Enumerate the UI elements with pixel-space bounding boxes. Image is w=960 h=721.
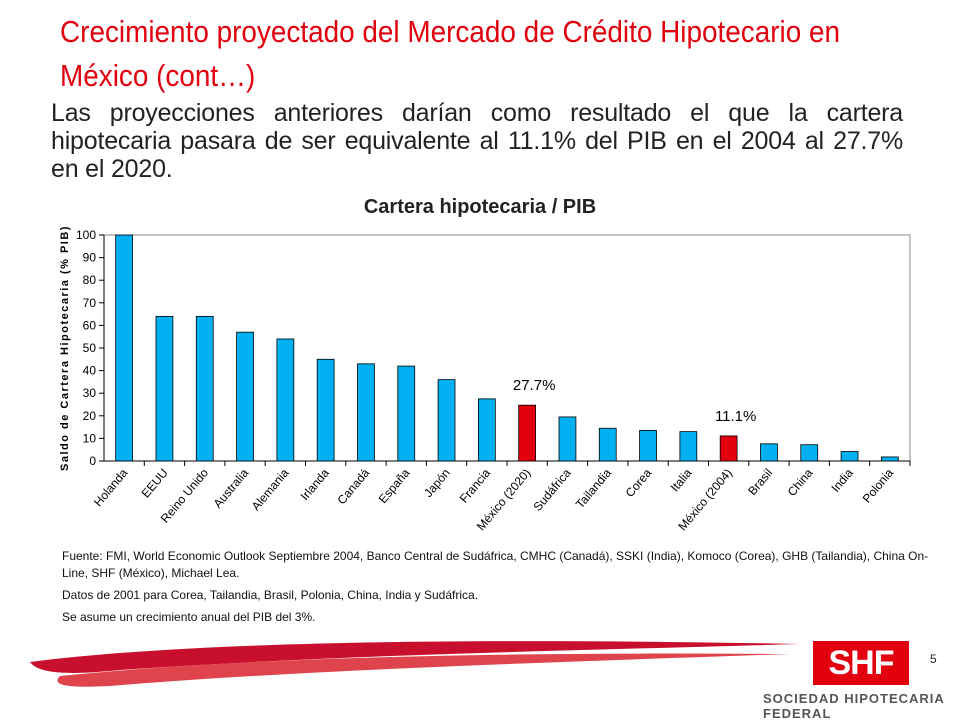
intro-text: Las proyecciones anteriores darían como … xyxy=(51,99,903,183)
bar xyxy=(316,358,335,462)
plot-area xyxy=(103,234,911,462)
y-tick-label: 90 xyxy=(83,251,97,265)
x-tick-label: Polonia xyxy=(860,466,897,506)
x-tick-label: Holanda xyxy=(91,466,131,509)
bar xyxy=(155,315,174,462)
bar xyxy=(760,443,778,462)
x-tick-label: Tailandia xyxy=(573,466,614,512)
bar-chart: 0 10 20 30 40 50 60 70 80 90 100 Saldo de Cartera H… xyxy=(59,225,911,533)
bar xyxy=(236,331,254,462)
bar xyxy=(518,404,537,462)
bar xyxy=(357,363,375,462)
note-data-year: Datos de 2001 para Corea, Tailandia, Bra… xyxy=(62,588,479,602)
bar xyxy=(558,416,577,462)
y-tick-label: 50 xyxy=(83,341,97,355)
x-tick-label: India xyxy=(828,466,856,495)
source-notes: Fuente: FMI, World Economic Outlook Sept… xyxy=(62,548,942,631)
note-source: Fuente: FMI, World Economic Outlook Sept… xyxy=(62,549,929,580)
page-number: 5 xyxy=(930,652,937,666)
y-tick-label: 0 xyxy=(89,454,96,468)
bar xyxy=(880,456,899,462)
x-tick-label: Corea xyxy=(623,466,655,500)
bar xyxy=(719,435,738,462)
bar xyxy=(115,234,134,462)
note-gdp-growth: Se asume un crecimiento anual del PIB de… xyxy=(62,610,316,624)
y-tick-label: 10 xyxy=(83,431,97,445)
bar xyxy=(800,444,819,462)
bar xyxy=(477,398,496,462)
x-tick-label: China xyxy=(785,466,816,499)
y-tick-label: 100 xyxy=(76,228,96,242)
logo-subtitle: SOCIEDAD HIPOTECARIA FEDERAL xyxy=(763,691,945,721)
y-axis-label: Saldo de Cartera Hipotecaria (% PIB) xyxy=(59,225,71,471)
bar xyxy=(679,431,698,462)
bar xyxy=(639,430,657,462)
bar xyxy=(437,379,456,462)
bar xyxy=(397,365,416,462)
bar xyxy=(598,427,617,462)
y-tick-label: 20 xyxy=(83,409,97,423)
x-tick-label: Japón xyxy=(421,466,453,500)
bar xyxy=(276,338,295,462)
data-label: 27.7% xyxy=(513,377,556,394)
x-tick-label: Canadá xyxy=(334,466,372,507)
x-tick-label: Sudáfrica xyxy=(530,466,574,514)
y-tick-label: 40 xyxy=(83,364,97,378)
x-tick-label: Alemania xyxy=(249,466,292,514)
x-tick-label: Brasil xyxy=(745,466,775,498)
x-tick-label: Francia xyxy=(457,466,494,506)
y-tick-label: 80 xyxy=(83,273,97,287)
x-tick-label: España xyxy=(376,466,413,506)
decorative-swoosh xyxy=(30,641,800,687)
bar xyxy=(840,451,859,462)
y-tick-label: 60 xyxy=(83,318,97,332)
chart-title: Cartera hipotecaria / PIB xyxy=(363,196,597,218)
y-tick-label: 70 xyxy=(83,296,97,310)
data-label: 11.1% xyxy=(715,408,756,425)
y-tick-label: 30 xyxy=(83,386,97,400)
slide-title: Crecimiento proyectado del Mercado de Cr… xyxy=(60,14,841,93)
x-tick-label: Italia xyxy=(668,466,695,495)
shf-logo: SHF xyxy=(813,641,909,685)
bar xyxy=(195,315,214,462)
x-tick-label: Irlanda xyxy=(298,466,333,503)
x-tick-label: EEUU xyxy=(139,466,171,501)
x-tick-label: Australia xyxy=(211,466,252,511)
